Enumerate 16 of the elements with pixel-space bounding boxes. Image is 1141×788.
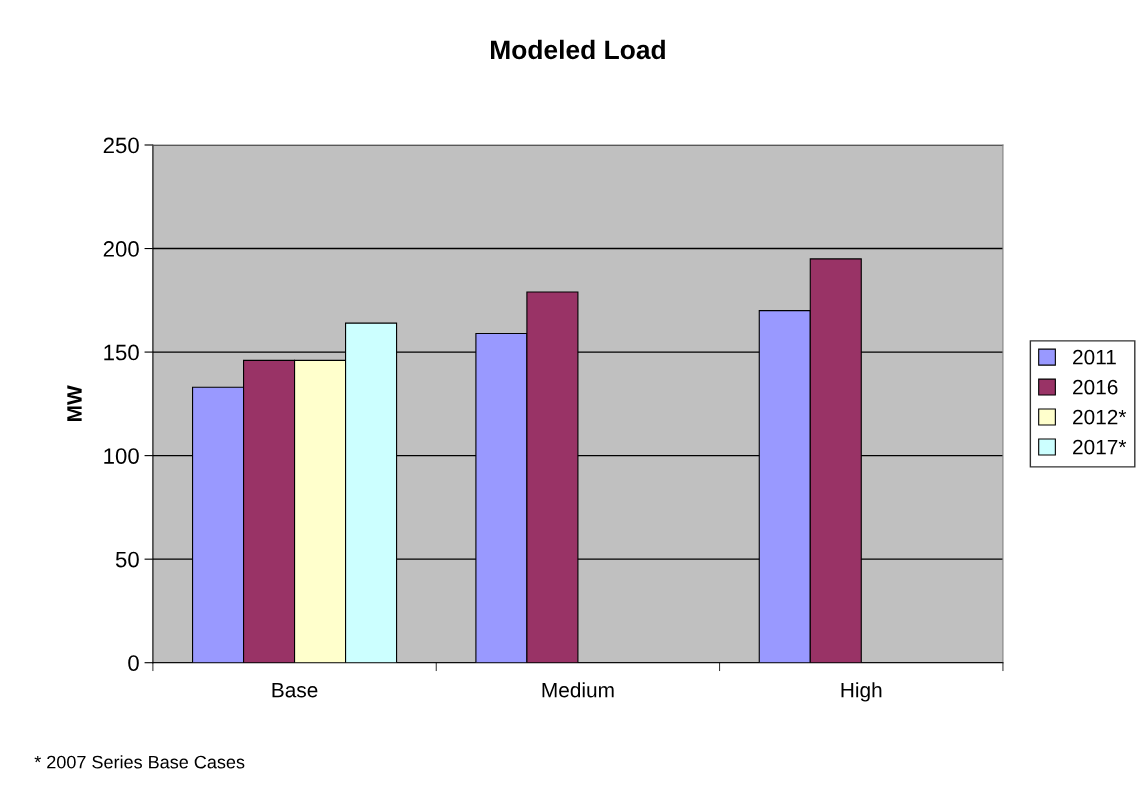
chart-title: Modeled Load: [490, 39, 665, 60]
legend-label: 2012*: [1073, 409, 1127, 425]
y-tick-label: 50: [115, 551, 139, 568]
x-tick-label: Base: [272, 682, 318, 698]
y-tick-label: 100: [104, 448, 139, 464]
y-tick-label: 200: [103, 241, 139, 257]
text: * 2007 Series Base Cases: [34, 755, 245, 769]
legend-label: 2017*: [1073, 439, 1127, 455]
y-tick-label: 150: [104, 344, 139, 361]
x-tick-label: Medium: [542, 682, 614, 698]
y-axis-title: MW: [67, 385, 82, 421]
legend-label: 2016: [1073, 379, 1118, 395]
x-tick-label: High: [841, 682, 882, 702]
legend-label: 2011: [1073, 349, 1116, 365]
y-tick-label: 0: [128, 655, 139, 671]
y-tick-label: 250: [103, 137, 139, 154]
